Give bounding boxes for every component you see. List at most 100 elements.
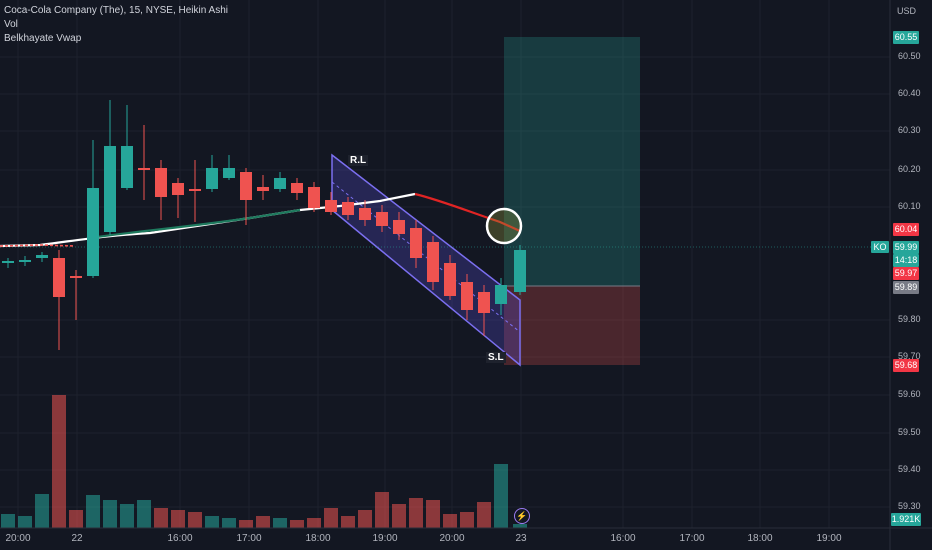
vwap-line <box>0 192 521 248</box>
time-tick: 18:00 <box>747 533 773 544</box>
candle-body <box>206 168 218 189</box>
volume-bar <box>273 518 287 528</box>
stop-zone[interactable] <box>504 286 640 365</box>
candle-body <box>155 168 167 197</box>
price-tick: 60.30 <box>898 125 921 135</box>
volume-bar <box>460 512 474 528</box>
volume-bar <box>1 514 15 528</box>
candle-body <box>444 263 456 296</box>
stop-price-tag: 59.68 <box>893 359 919 372</box>
candle-body <box>172 183 184 195</box>
chart-legend[interactable]: Coca-Cola Company (The), 15, NYSE, Heiki… <box>4 4 228 46</box>
volume-bar <box>222 518 236 528</box>
indicator-vwap[interactable]: Belkhayate Vwap <box>4 33 82 44</box>
volume-bar <box>69 510 83 528</box>
price-tick: 60.50 <box>898 51 921 61</box>
volume-bar <box>205 516 219 528</box>
stop-a-price-tag: 59.97 <box>893 267 919 280</box>
volume-bars <box>1 395 527 528</box>
volume-bar <box>154 508 168 528</box>
vwap-price-tag: 60.04 <box>893 223 919 236</box>
candle-body <box>393 220 405 234</box>
volume-bar <box>188 512 202 528</box>
countdown-tag: 14:18 <box>893 254 919 267</box>
candle-body <box>359 208 371 220</box>
price-tick: 60.20 <box>898 164 921 174</box>
candle-body <box>189 189 201 191</box>
volume-bar <box>392 504 406 528</box>
time-tick: 17:00 <box>679 533 705 544</box>
time-tick: 23 <box>515 533 527 544</box>
highlight-circle[interactable] <box>485 207 523 245</box>
price-tick: 59.80 <box>898 314 921 324</box>
time-tick: 20:00 <box>439 533 465 544</box>
lightning-icon[interactable]: ⚡ <box>514 508 530 524</box>
time-tick: 18:00 <box>305 533 331 544</box>
volume-bar <box>341 516 355 528</box>
volume-bar <box>426 500 440 528</box>
candle-body <box>410 228 422 258</box>
price-tick: 59.30 <box>898 501 921 511</box>
candle-body <box>325 200 337 212</box>
volume-bar <box>358 510 372 528</box>
candle-body <box>121 146 133 188</box>
time-tick: 16:00 <box>167 533 193 544</box>
candle-body <box>342 202 354 215</box>
volume-bar <box>103 500 117 528</box>
volume-bar <box>52 395 66 528</box>
time-tick: 19:00 <box>816 533 842 544</box>
currency-label[interactable]: USD <box>897 6 917 16</box>
volume-bar <box>290 520 304 528</box>
price-tick: 59.70 <box>898 351 921 361</box>
time-tick: 16:00 <box>610 533 636 544</box>
candle-body <box>104 146 116 232</box>
time-tick: 22 <box>71 533 83 544</box>
candle-body <box>53 258 65 297</box>
candle-body <box>19 260 31 262</box>
price-tick: 60.10 <box>898 201 921 211</box>
resistance-label[interactable]: R.L <box>348 155 369 166</box>
time-tick: 17:00 <box>236 533 262 544</box>
volume-bar <box>18 516 32 528</box>
candle-body <box>70 276 82 278</box>
volume-bar <box>443 514 457 528</box>
volume-bar <box>239 520 253 528</box>
volume-bar <box>409 498 423 528</box>
price-tick: 59.40 <box>898 464 921 474</box>
indicator-vol[interactable]: Vol <box>4 19 18 30</box>
volume-tag: 1.921K <box>891 513 921 526</box>
candle-body <box>427 242 439 282</box>
candle-body <box>478 292 490 313</box>
candle-body <box>376 212 388 226</box>
volume-bar <box>513 524 527 528</box>
symbol-tag: KO <box>871 241 889 253</box>
volume-bar <box>86 495 100 528</box>
entry-price-tag: 59.89 <box>893 281 919 294</box>
candle-body <box>274 178 286 189</box>
candle-body <box>87 188 99 276</box>
price-tick: 60.40 <box>898 88 921 98</box>
candle-body <box>2 261 14 263</box>
candle-body <box>223 168 235 178</box>
volume-bar <box>35 494 49 528</box>
volume-bar <box>256 516 270 528</box>
price-tick: 59.50 <box>898 427 921 437</box>
time-tick: 19:00 <box>372 533 398 544</box>
target-price-tag: 60.55 <box>893 31 919 44</box>
volume-bar <box>171 510 185 528</box>
volume-bar <box>324 508 338 528</box>
volume-bar <box>477 502 491 528</box>
price-channel[interactable] <box>331 153 521 367</box>
price-tick: 59.60 <box>898 389 921 399</box>
support-label[interactable]: S.L <box>486 352 506 363</box>
last-price-tag: 59.99 <box>893 241 919 254</box>
candle-body <box>291 183 303 193</box>
target-zone[interactable] <box>504 37 640 286</box>
candles <box>2 100 526 350</box>
candle-body <box>138 168 150 170</box>
time-tick: 20:00 <box>5 533 31 544</box>
symbol-title[interactable]: Coca-Cola Company (The), 15, NYSE, Heiki… <box>4 5 228 16</box>
candle-body <box>495 285 507 304</box>
volume-bar <box>137 500 151 528</box>
